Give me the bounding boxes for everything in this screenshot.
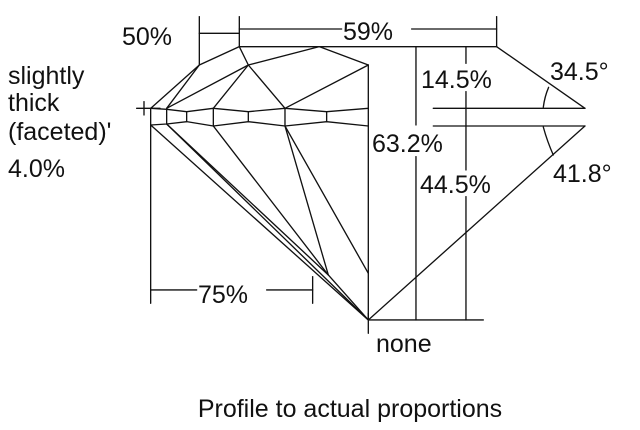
girdle-label-line3: (faceted)'	[8, 118, 111, 146]
crown-angle-arc	[542, 86, 550, 108]
crown-facet	[238, 45, 286, 109]
crown-angle-label: 34.5°	[550, 58, 609, 86]
pavilion-angle-line	[367, 125, 586, 321]
pavilion-depth-label: 44.5%	[420, 171, 491, 199]
girdle-bottom	[149, 120, 369, 127]
pavilion-facet	[165, 123, 329, 276]
girdle-value: 4.0%	[8, 155, 65, 183]
crown-width-label: 50%	[122, 23, 172, 51]
crown-facet	[165, 64, 200, 109]
caption: Profile to actual proportions	[198, 395, 502, 423]
total-depth-label: 63.2%	[372, 130, 443, 158]
crown-outline	[149, 45, 498, 109]
girdle-label-line1: slightly	[8, 62, 85, 90]
table-label: 59%	[343, 18, 393, 46]
crown-height-label: 14.5%	[421, 66, 492, 94]
pavilion-outline	[149, 124, 369, 321]
diamond-drawing	[135, 15, 586, 334]
crown-angle-line	[495, 45, 586, 109]
pavilion-facet	[212, 125, 329, 276]
pavilion-facet	[284, 125, 369, 321]
crown-facet	[212, 64, 249, 109]
culet-label: none	[376, 330, 432, 358]
girdle-facets	[149, 107, 328, 127]
pavilion-facet	[284, 125, 369, 274]
pavilion-angle-arc	[542, 126, 554, 156]
pavilion-angle-label: 41.8°	[553, 160, 612, 188]
crown-facet	[284, 64, 369, 109]
pavilion-facet	[165, 123, 369, 321]
girdle-label-line2: thick	[8, 89, 60, 117]
crown-facet	[318, 45, 369, 66]
girdle-top	[149, 107, 369, 113]
lower-half-label: 75%	[198, 281, 248, 309]
